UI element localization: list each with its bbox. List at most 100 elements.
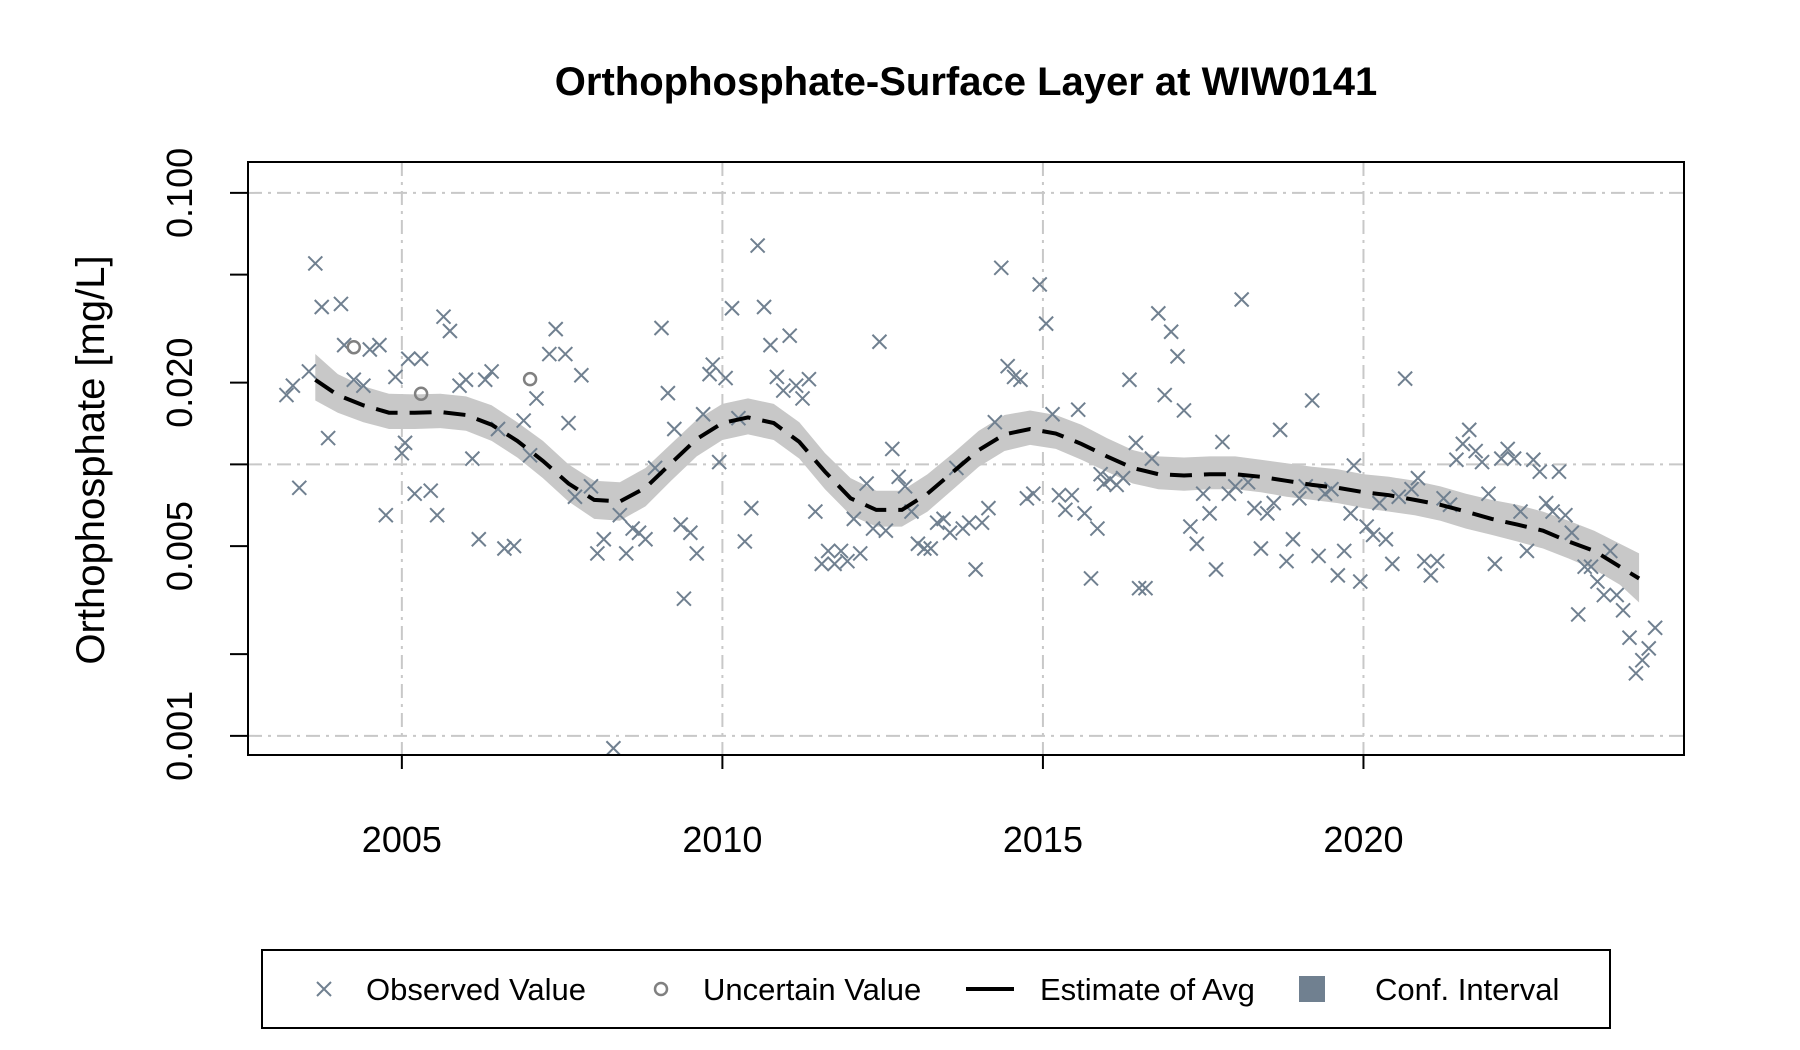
observed-point xyxy=(1538,495,1554,511)
legend: Observed Value Uncertain Value Estimate of… xyxy=(261,949,1611,1029)
observed-point xyxy=(1182,518,1199,535)
observed-point xyxy=(1365,527,1381,543)
observed-point xyxy=(775,382,792,399)
observed-point xyxy=(1038,315,1054,332)
observed-point xyxy=(1615,602,1631,619)
observed-point xyxy=(522,447,538,464)
observed-point xyxy=(362,341,378,358)
observed-point xyxy=(1621,629,1638,646)
observed-point xyxy=(1410,470,1426,486)
observed-point xyxy=(666,421,683,437)
observed-point xyxy=(1272,422,1288,438)
observed-point xyxy=(612,507,628,523)
observed-point xyxy=(724,300,740,316)
observed-point xyxy=(923,540,939,557)
observed-point xyxy=(1467,443,1484,459)
observed-point xyxy=(596,531,612,547)
observed-point xyxy=(961,514,977,531)
observed-point xyxy=(1480,485,1497,502)
observed-point xyxy=(1330,567,1346,584)
observed-point xyxy=(756,299,772,315)
observed-point xyxy=(458,372,474,388)
observed-point xyxy=(865,520,881,537)
confidence-band xyxy=(315,354,1640,603)
observed-point xyxy=(1144,450,1160,467)
observed-point xyxy=(1253,540,1269,557)
observed-point xyxy=(589,545,606,562)
observed-point xyxy=(435,308,452,325)
observed-point xyxy=(884,441,900,457)
observed-point xyxy=(1532,463,1548,480)
observed-point xyxy=(1557,507,1574,523)
confidence-band-layer xyxy=(315,354,1640,603)
observed-point xyxy=(1064,487,1080,503)
y-tick-label: 0.100 xyxy=(159,148,200,238)
observed-point xyxy=(567,489,583,505)
observed-point xyxy=(1519,543,1535,559)
y-tick-label: 0.020 xyxy=(159,338,200,428)
observed-point xyxy=(801,371,817,387)
x-tick-label: 2010 xyxy=(682,819,762,860)
observed-point xyxy=(1214,434,1231,450)
observed-point xyxy=(871,334,888,350)
observed-point xyxy=(858,475,875,492)
observed-point xyxy=(935,511,952,527)
observed-point xyxy=(1310,548,1327,564)
observed-point xyxy=(429,507,445,523)
observed-point xyxy=(1227,478,1243,495)
observed-point xyxy=(1259,505,1276,522)
observed-point xyxy=(942,525,958,541)
legend-square-icon xyxy=(1299,976,1325,1002)
observed-point xyxy=(711,454,727,470)
observed-point xyxy=(769,369,785,385)
observed-point xyxy=(676,591,692,607)
observed-point xyxy=(1157,387,1173,403)
observed-point xyxy=(637,531,654,547)
plot-frame xyxy=(247,161,1685,756)
uncertain-point xyxy=(346,340,362,355)
observed-point xyxy=(1423,567,1439,584)
axes: 2005 2010 2015 2020 0.001 0.005 0.020 0.100 xyxy=(159,148,1404,860)
observed-point xyxy=(1169,348,1186,365)
observed-point xyxy=(1576,558,1593,575)
observed-point xyxy=(1189,536,1205,552)
observed-point xyxy=(1429,553,1445,569)
observed-point xyxy=(1291,490,1308,507)
observed-point xyxy=(781,327,798,344)
observed-point xyxy=(1115,470,1131,486)
observed-point xyxy=(910,536,926,552)
observed-point xyxy=(1336,543,1352,559)
observed-point xyxy=(1564,525,1580,541)
observed-point xyxy=(980,500,997,516)
observed-point xyxy=(1506,450,1522,467)
observed-point xyxy=(394,445,410,461)
observed-point xyxy=(560,415,577,431)
observed-point xyxy=(1266,495,1282,511)
x-tick-label: 2015 xyxy=(1003,819,1083,860)
estimate-line xyxy=(314,378,1641,581)
observed-point xyxy=(689,545,705,562)
y-tick-label: 0.005 xyxy=(159,501,200,591)
observed-point xyxy=(387,369,404,385)
observed-point xyxy=(528,390,545,407)
legend-box xyxy=(261,949,1611,1029)
observed-point xyxy=(1461,422,1477,438)
observed-point xyxy=(483,363,500,380)
y-axis-label: Orthophosphate [mg/L] xyxy=(69,255,113,664)
observed-point xyxy=(737,533,753,550)
observed-point xyxy=(1201,505,1218,522)
observed-point xyxy=(1493,450,1509,467)
observed-point xyxy=(967,561,984,578)
observed-point xyxy=(1278,553,1295,569)
legend-label: Conf. Interval xyxy=(1375,972,1559,1007)
observed-point xyxy=(291,480,307,496)
observed-point xyxy=(278,387,295,403)
observed-point xyxy=(397,435,413,451)
observed-point xyxy=(1163,324,1179,340)
observed-point xyxy=(833,543,849,559)
observed-point xyxy=(1358,518,1375,535)
observed-point xyxy=(1121,372,1138,388)
observed-point xyxy=(897,478,913,495)
